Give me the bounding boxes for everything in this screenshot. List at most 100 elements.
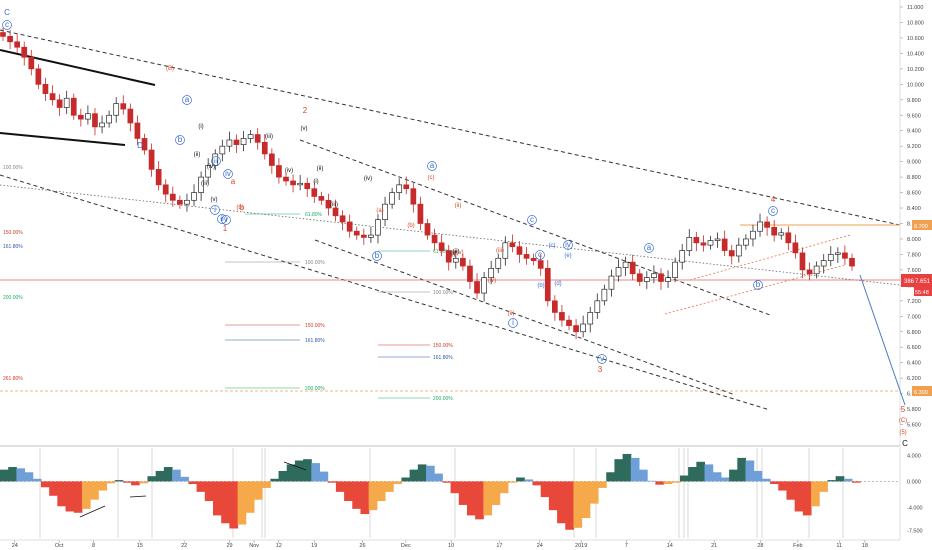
candle-body [21,46,28,58]
osc-bar [311,463,320,482]
marked-level-tag: 8.700 [912,220,932,230]
osc-bar [770,481,779,485]
wave-label: b [240,203,245,212]
wave-label: C [4,8,10,17]
oscillator [0,453,900,530]
osc-bar [630,457,640,482]
wave-label: a [430,161,435,170]
wave-label: (b) [537,283,544,289]
wave-label: c [538,250,542,259]
countdown-value: 55:48 [915,290,929,296]
fib-level-label: 100.00% [3,165,23,171]
candle-body [382,203,388,220]
candle-body [452,257,459,263]
candle-body [14,41,20,48]
candle-body [177,199,183,205]
price-tick-label: 8.400 [907,206,921,212]
osc-bar [745,460,755,482]
candle-body [276,165,282,178]
osc-bar [368,481,378,511]
candle-body [495,257,502,269]
osc-bar [704,464,714,482]
wave-label: 4 [771,195,776,204]
candle-body [693,237,700,244]
osc-tick-label: -4.000 [907,506,923,512]
wave-label-ring [563,240,573,250]
price-tick-label: 7.200 [907,299,921,305]
wave-label: (d) [554,281,561,287]
wave-label: i [512,318,514,327]
wave-label: (a) [376,208,383,214]
wave-label-ring [644,243,654,253]
candle-body [580,323,587,333]
osc-tick-label: 4.000 [907,453,921,459]
osc-bar [73,481,83,513]
time-tick-label: 24 [12,543,18,549]
wave-label: (B) [166,66,174,72]
time-tick-label: 10 [448,543,454,549]
osc-bar [229,481,239,529]
candle-body [0,32,6,37]
osc-bar [499,481,509,494]
candle-body [375,219,381,236]
candle-body [445,250,452,263]
price-tick-label: 8.000 [907,237,921,243]
wave-label: (iv) [488,278,496,284]
candle-body [707,240,714,246]
fib-level-label: 150.00% [3,230,23,236]
candle-body [141,138,148,151]
wave-label: iii [214,159,218,165]
wave-label: (iii) [330,202,338,208]
candle-body [403,184,410,190]
candle-body [778,232,785,236]
osc-bar [679,475,689,482]
wave-label-ring [372,251,382,261]
osc-bar [737,457,746,482]
price-axis: 11.000 10.800 10.600 10.400 10.200 10.000 9.80… [900,5,924,534]
dotted-trend [0,184,901,286]
candle-body [523,254,530,259]
channel-line-inner-2 [314,239,736,396]
wave-label: D [137,141,143,150]
orange-channel-bottom [664,264,846,315]
fib-level-label: 150.00% [433,343,453,349]
candle-body [820,260,827,267]
osc-bar [565,481,574,530]
fib-level-label: 200.00% [433,396,453,402]
osc-bar [114,480,124,482]
candle-body [127,108,134,124]
candle-body [601,288,608,302]
price-tick-label: 6.200 [907,376,921,382]
candle-body [184,199,190,205]
fib-level-label: 150.00% [305,323,325,329]
osc-bar [794,481,804,512]
time-tick-label: 2019 [575,543,587,549]
osc-bar [204,481,214,502]
osc-bar [729,469,738,482]
wave-label: (v) [211,197,218,203]
wave-label: (v) [301,126,308,132]
candles [0,27,855,340]
time-tick-label: 29 [226,543,232,549]
osc-bar [352,481,361,509]
osc-bar [778,481,787,491]
osc-bar [655,481,665,485]
wave-label: b [375,251,380,260]
wave-label: (c) [428,175,435,181]
candle-body [92,113,98,128]
candle-body [254,134,261,143]
osc-bar [819,481,828,492]
osc-bar [57,481,67,507]
time-tick-label: Feb [793,543,802,549]
price-tick-label: 6.800 [907,330,921,336]
candle-body [594,300,601,313]
candle-body [290,180,296,186]
osc-bar [221,481,230,524]
candle-body [311,188,318,197]
candle-body [155,169,162,186]
candle-body [205,165,212,178]
osc-bar [196,481,206,492]
candle-body [339,215,346,223]
osc-bar [262,481,271,488]
